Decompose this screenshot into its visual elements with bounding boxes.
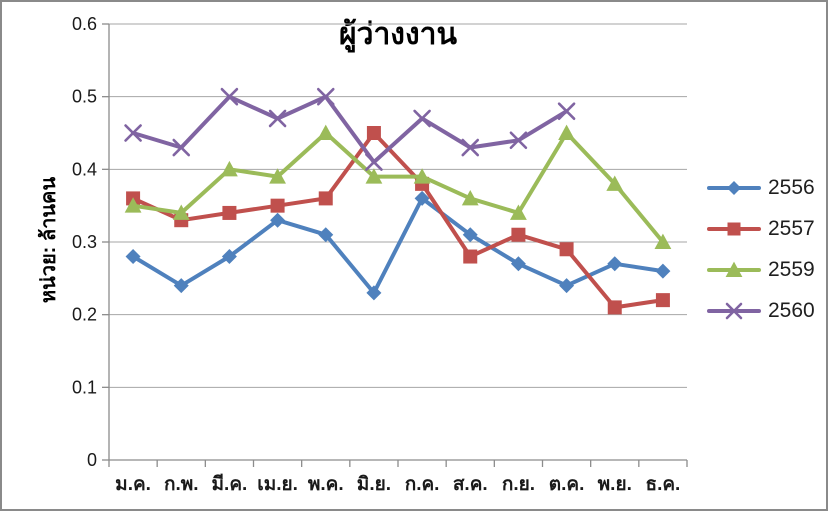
marker-2556 [607, 256, 623, 272]
marker-2556 [318, 227, 334, 243]
marker-2556 [462, 227, 478, 243]
x-tick-label: ต.ค. [549, 474, 585, 495]
legend-marker-square-icon [707, 222, 761, 235]
y-tick-label: 0.2 [72, 305, 97, 325]
marker-2556 [414, 190, 430, 206]
x-tick-label: เม.ย. [257, 474, 298, 495]
marker-2560 [124, 124, 142, 142]
marker-2560 [365, 153, 383, 171]
legend-marker-x-icon [707, 302, 761, 319]
x-tick-label: ก.ย. [502, 474, 535, 495]
y-tick-label: 0 [87, 450, 97, 470]
marker-2559 [269, 168, 286, 184]
legend-marker-2556 [727, 180, 741, 195]
legend-marker-2557 [727, 222, 741, 235]
x-tick-label: มี.ค. [212, 473, 248, 495]
x-tick-label: พ.ค. [308, 474, 344, 495]
x-tick-label: ก.พ. [164, 474, 199, 495]
x-tick-label: ธ.ค. [645, 474, 680, 495]
marker-2560 [268, 109, 287, 128]
marker-2560 [509, 131, 528, 150]
marker-2560 [220, 87, 239, 106]
marker-2559 [654, 233, 672, 249]
series-line-2560 [131, 94, 569, 165]
legend-item-2559: 2559 [707, 258, 815, 281]
legend-label: 2560 [768, 299, 815, 322]
marker-2560 [557, 102, 576, 120]
y-tick-label: 0.1 [72, 377, 97, 397]
y-tick-label: 0.4 [72, 159, 97, 179]
marker-2557 [463, 249, 478, 264]
legend-item-2557: 2557 [707, 217, 815, 240]
legend: 2556 2557 2559 2560 [707, 176, 815, 340]
x-tick-label: พ.ย. [598, 474, 632, 495]
marker-2559 [124, 197, 142, 213]
legend-marker-2560 [725, 302, 743, 319]
marker-2557 [318, 191, 333, 206]
series-line-2559 [131, 131, 665, 244]
marker-2559 [510, 204, 527, 220]
marker-2559 [413, 168, 431, 184]
marker-2557 [270, 198, 285, 213]
marker-2560 [316, 87, 335, 106]
legend-item-2556: 2556 [707, 176, 815, 199]
y-tick-label: 0.5 [72, 87, 97, 107]
marker-2559 [365, 168, 383, 184]
marker-2556 [173, 278, 189, 294]
legend-label: 2559 [768, 258, 815, 281]
marker-2556 [559, 278, 575, 294]
marker-2559 [558, 124, 575, 140]
marker-2557 [655, 293, 670, 308]
marker-2560 [172, 138, 191, 157]
marker-2557 [366, 126, 381, 140]
legend-label: 2556 [768, 176, 815, 199]
x-tick-label: มิ.ย. [357, 474, 391, 495]
legend-label: 2557 [768, 217, 815, 240]
y-tick-label: 0.3 [72, 232, 97, 252]
legend-marker-triangle-icon [707, 261, 761, 277]
y-tick-label: 0.6 [72, 14, 97, 34]
x-tick-label: ส.ค. [453, 474, 488, 495]
marker-2559 [317, 124, 335, 140]
legend-marker-diamond-icon [707, 180, 761, 195]
marker-2557 [511, 227, 526, 242]
legend-marker-2559 [725, 261, 743, 277]
marker-2556 [655, 263, 671, 279]
marker-2556 [270, 212, 286, 228]
marker-2559 [172, 204, 190, 220]
marker-2557 [559, 242, 574, 257]
marker-2559 [461, 190, 479, 206]
series-line-2556 [131, 196, 665, 295]
marker-2560 [413, 109, 431, 128]
marker-2556 [221, 249, 237, 265]
marker-2556 [510, 256, 526, 272]
series-line-2557 [131, 131, 665, 310]
x-tick-label: ก.ค. [405, 474, 440, 495]
legend-item-2560: 2560 [707, 299, 815, 322]
marker-2557 [607, 300, 622, 315]
marker-2559 [606, 175, 624, 191]
x-tick-label: ม.ค. [115, 474, 151, 495]
marker-2556 [366, 285, 382, 301]
marker-2557 [222, 205, 237, 220]
marker-2559 [221, 160, 238, 177]
marker-2560 [461, 138, 480, 157]
